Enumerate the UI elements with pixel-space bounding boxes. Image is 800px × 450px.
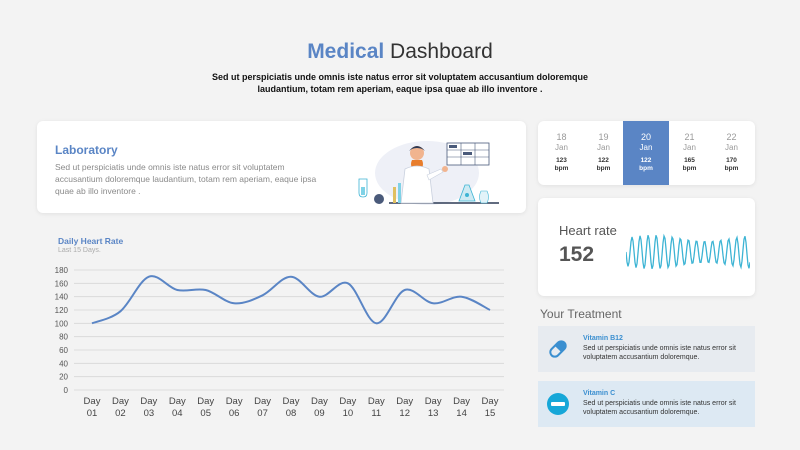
date-item[interactable]: 21 Jan 165 bpm: [668, 121, 711, 185]
treatment-text: Sed ut perspiciatis unde omnis iste natu…: [583, 345, 736, 361]
x-tick-label: Day: [169, 396, 186, 407]
y-tick-label: 60: [59, 346, 68, 355]
title-accent: Medical: [307, 40, 385, 63]
x-tick-label: Day: [84, 396, 101, 407]
x-tick-label: Day: [425, 396, 442, 407]
treatment-name: Vitamin B12: [583, 335, 623, 342]
treatment-title: Your Treatment: [540, 307, 622, 321]
x-tick-label-num: 13: [428, 408, 439, 419]
x-tick-label: Day: [197, 396, 214, 407]
page-title: Medical Dashboard: [0, 40, 800, 64]
x-tick-label-num: 07: [257, 408, 268, 419]
heart-rate-wave-icon: [626, 233, 750, 270]
date-item-selected[interactable]: 20 Jan 122 bpm: [623, 121, 669, 185]
x-tick-label: Day: [283, 396, 300, 407]
date-bpm-unit: bpm: [596, 165, 611, 172]
x-tick-label-num: 10: [343, 408, 354, 419]
heart-rate-label: Heart rate: [559, 223, 617, 238]
page-subtitle: Sed ut perspiciatis unde omnis iste natu…: [211, 72, 589, 94]
x-tick-label-num: 08: [286, 408, 297, 419]
date-bpm-value: 122: [598, 157, 609, 164]
x-tick-label-num: 12: [399, 408, 410, 419]
daily-heart-rate-chart: 020406080100120140160180Day01Day02Day03D…: [55, 266, 504, 419]
date-bpm-value: 170: [726, 157, 737, 164]
tablet-icon: [547, 393, 569, 415]
y-tick-label: 120: [55, 306, 69, 315]
x-tick-label: Day: [140, 396, 157, 407]
date-bpm-unit: bpm: [639, 165, 653, 172]
x-tick-label-num: 06: [229, 408, 240, 419]
treatment-item-vitamin-b12[interactable]: Vitamin B12 Sed ut perspiciatis unde omn…: [538, 326, 755, 372]
title-rest: Dashboard: [384, 40, 493, 63]
x-tick-label-num: 01: [87, 408, 98, 419]
y-tick-label: 140: [55, 293, 69, 302]
y-tick-label: 0: [64, 386, 69, 395]
x-tick-label: Day: [339, 396, 356, 407]
x-tick-label-num: 15: [485, 408, 496, 419]
heart-rate-card[interactable]: Heart rate 152: [538, 198, 755, 296]
y-tick-label: 40: [59, 359, 68, 368]
y-tick-label: 180: [55, 266, 69, 275]
x-tick-label: Day: [112, 396, 129, 407]
date-month: Jan: [683, 143, 696, 152]
date-bpm-value: 123: [556, 157, 567, 164]
heart-rate-series-line: [91, 275, 491, 325]
date-month: Jan: [597, 143, 610, 152]
x-tick-label: Day: [311, 396, 328, 407]
treatment-item-vitamin-c[interactable]: Vitamin C Sed ut perspiciatis unde omnis…: [538, 381, 755, 427]
date-day: 20: [640, 132, 651, 142]
date-day: 22: [726, 132, 737, 142]
treatment-text: Sed ut perspiciatis unde omnis iste natu…: [583, 400, 736, 416]
date-item[interactable]: 18 Jan 123 bpm: [540, 121, 583, 185]
date-month: Jan: [555, 143, 568, 152]
date-day: 18: [556, 132, 567, 142]
scientist-illustration-icon: [358, 141, 499, 205]
y-tick-label: 20: [59, 373, 68, 382]
date-day: 21: [684, 132, 695, 142]
laboratory-title: Laboratory: [55, 143, 118, 157]
date-item[interactable]: 19 Jan 122 bpm: [582, 121, 625, 185]
date-month: Jan: [639, 143, 653, 152]
x-tick-label: Day: [396, 396, 413, 407]
chart-title: Daily Heart Rate: [58, 236, 124, 246]
date-bpm-unit: bpm: [724, 165, 739, 172]
date-item[interactable]: 22 Jan 170 bpm: [710, 121, 753, 185]
date-selector: 18 Jan 123 bpm 19 Jan 122 bpm 20 Jan 122…: [538, 121, 755, 185]
laboratory-text: Sed ut perspiciatis unde omnis iste natu…: [55, 162, 317, 196]
x-tick-label: Day: [368, 396, 385, 407]
x-tick-label-num: 09: [314, 408, 325, 419]
x-tick-label-num: 14: [456, 408, 467, 419]
x-tick-label: Day: [453, 396, 470, 407]
x-tick-label-num: 02: [115, 408, 126, 419]
date-bpm-unit: bpm: [682, 165, 697, 172]
x-tick-label: Day: [482, 396, 499, 407]
x-tick-label: Day: [254, 396, 271, 407]
y-tick-label: 100: [55, 319, 69, 328]
chart-subtitle: Last 15 Days.: [58, 247, 101, 254]
date-month: Jan: [725, 143, 738, 152]
x-tick-label-num: 11: [371, 408, 381, 419]
date-day: 19: [598, 132, 609, 142]
capsule-icon: [549, 340, 567, 358]
laboratory-card[interactable]: Laboratory Sed ut perspiciatis unde omni…: [37, 121, 526, 213]
date-bpm-value: 122: [640, 157, 652, 164]
date-bpm-value: 165: [684, 157, 695, 164]
date-bpm-unit: bpm: [554, 165, 569, 172]
treatment-name: Vitamin C: [583, 390, 616, 397]
x-tick-label-num: 04: [172, 408, 183, 419]
y-tick-label: 80: [59, 333, 68, 342]
y-tick-label: 160: [55, 279, 69, 288]
heart-rate-value: 152: [559, 243, 595, 266]
x-tick-label-num: 05: [200, 408, 211, 419]
x-tick-label-num: 03: [144, 408, 155, 419]
x-tick-label: Day: [226, 396, 243, 407]
